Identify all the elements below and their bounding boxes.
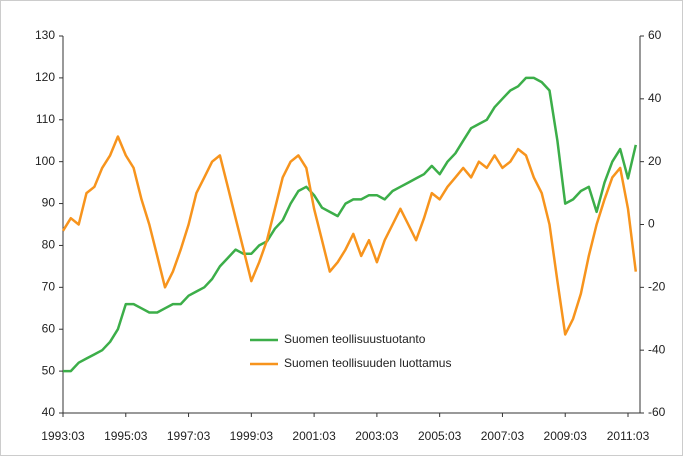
x-tick-label: 2005:03 [418, 429, 462, 443]
legend-label: Suomen teollisuuden luottamus [284, 356, 451, 370]
y-tick-label: 80 [42, 238, 56, 252]
x-tick-label: 2003:03 [355, 429, 399, 443]
y-tick-label: 90 [42, 196, 56, 210]
x-tick-label: 1993:03 [41, 429, 85, 443]
y-tick-label: 60 [42, 321, 56, 335]
x-tick-label: 2001:03 [292, 429, 336, 443]
y2-tick-label: -20 [648, 280, 666, 294]
y-tick-label: 120 [35, 70, 55, 84]
x-tick-label: 1997:03 [167, 429, 211, 443]
series-line [61, 135, 638, 336]
y-tick-label: 40 [42, 405, 56, 419]
legend-label: Suomen teollisuustuotanto [284, 332, 426, 346]
x-tick-label: 1995:03 [104, 429, 148, 443]
x-tick-label: 2007:03 [481, 429, 525, 443]
y-tick-label: 130 [35, 28, 55, 42]
series-line [63, 76, 638, 373]
y2-tick-label: -60 [648, 405, 666, 419]
x-tick-label: 1999:03 [230, 429, 274, 443]
y-tick-label: 70 [42, 280, 56, 294]
y-tick-label: 50 [42, 363, 56, 377]
y2-tick-label: -40 [648, 342, 666, 356]
y2-tick-label: 60 [648, 28, 662, 42]
x-tick-label: 2009:03 [544, 429, 588, 443]
y2-tick-label: 0 [648, 217, 655, 231]
y-tick-label: 110 [36, 112, 55, 126]
y2-tick-label: 40 [648, 91, 662, 105]
y2-tick-label: 20 [648, 154, 662, 168]
y-tick-label: 100 [35, 154, 55, 168]
x-tick-label: 2011:03 [607, 429, 650, 443]
